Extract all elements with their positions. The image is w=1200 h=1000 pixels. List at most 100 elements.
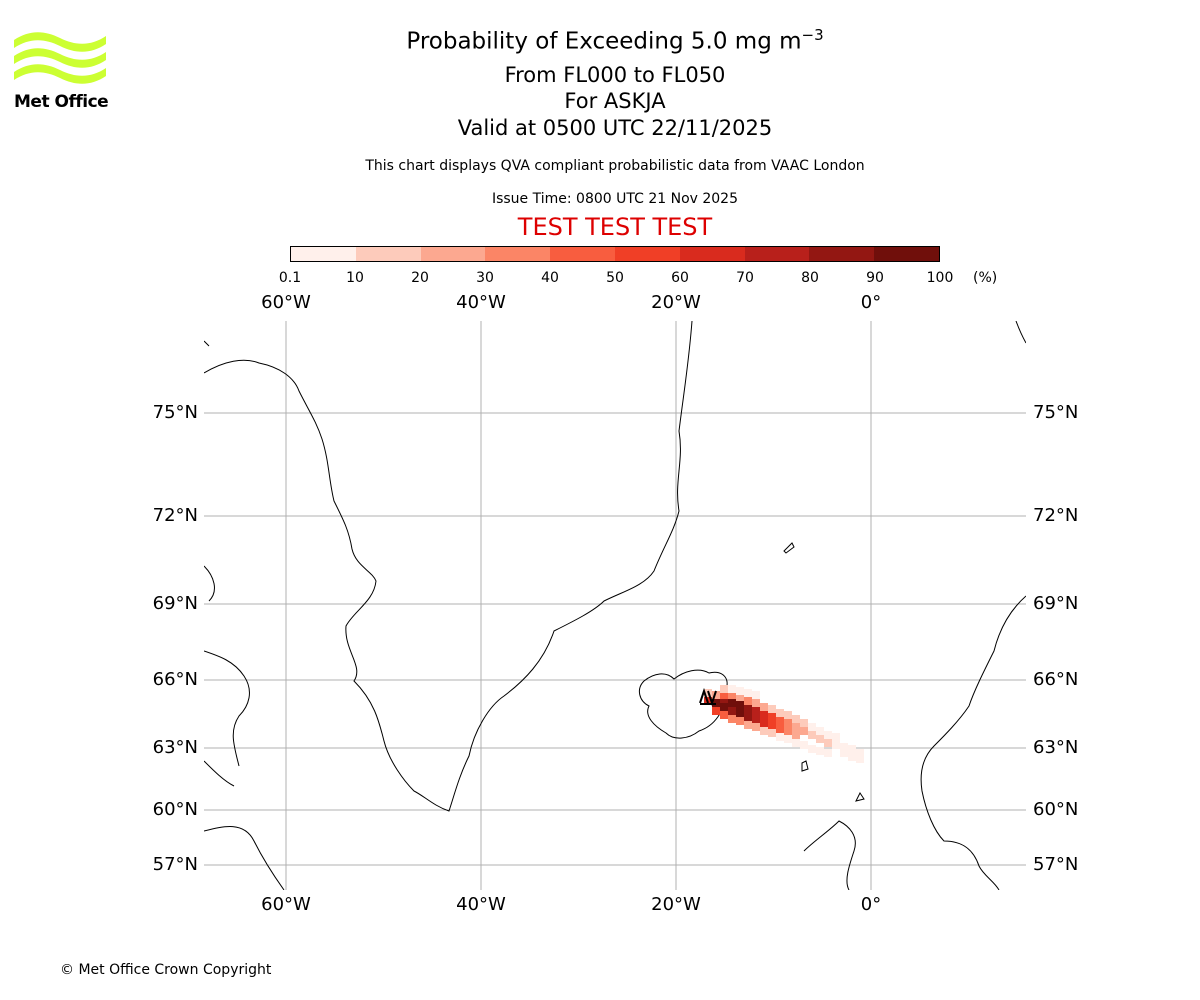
map-canvas xyxy=(204,321,1026,890)
plume-cell xyxy=(736,709,744,717)
plume-cell xyxy=(776,725,784,733)
logo-text: Met Office xyxy=(14,92,109,112)
plume-cell xyxy=(712,691,720,699)
longitude-label: 60°W xyxy=(261,894,311,915)
greenland-coast xyxy=(204,321,693,812)
colorbar-segment xyxy=(550,247,615,261)
longitude-label: 0° xyxy=(860,292,882,313)
plume-cell xyxy=(808,745,816,753)
plume-cell xyxy=(840,743,848,751)
plume-cell xyxy=(768,721,776,729)
latitude-label: 75°N xyxy=(1033,402,1079,423)
plume-cell xyxy=(744,713,752,721)
plume-cell xyxy=(800,727,808,735)
chart-description: This chart displays QVA compliant probab… xyxy=(365,158,865,174)
plume-cell xyxy=(816,747,824,755)
longitude-label: 60°W xyxy=(261,292,311,313)
issue-time: Issue Time: 0800 UTC 21 Nov 2025 xyxy=(491,191,739,207)
longitude-label: 0° xyxy=(860,894,882,915)
norway-coast xyxy=(920,595,1026,890)
colorbar-tick-label: 40 xyxy=(541,270,559,286)
plume-cell xyxy=(736,701,744,709)
plume-cell xyxy=(760,703,768,711)
latitude-label: 72°N xyxy=(1033,505,1079,526)
latitude-label: 66°N xyxy=(152,669,198,690)
plume-cell xyxy=(752,691,760,699)
plume-cell xyxy=(816,727,824,735)
plume-cell xyxy=(728,707,736,715)
plume-cell xyxy=(728,685,736,693)
plume-cell xyxy=(776,717,784,725)
plume-cell xyxy=(752,699,760,707)
plume-cell xyxy=(720,711,728,719)
plume-cell xyxy=(776,733,784,741)
latitude-label: 57°N xyxy=(1033,854,1079,875)
latitude-label: 69°N xyxy=(1033,593,1079,614)
plume-cell xyxy=(784,719,792,727)
plume-cell xyxy=(720,685,728,693)
faroe-coast xyxy=(801,760,809,772)
canada-coast xyxy=(204,340,285,890)
plume-cell xyxy=(760,719,768,727)
latitude-label: 57°N xyxy=(152,854,198,875)
latitude-label: 75°N xyxy=(152,402,198,423)
plume-cell xyxy=(848,753,856,761)
plume-cell xyxy=(736,717,744,725)
longitude-label: 20°W xyxy=(651,894,701,915)
plume-cell xyxy=(712,707,720,715)
plume-cell xyxy=(768,705,776,713)
colorbar-segment xyxy=(291,247,356,261)
plume-cell xyxy=(760,711,768,719)
plume-cell xyxy=(744,697,752,705)
plume-cell xyxy=(752,707,760,715)
plume-cell xyxy=(792,723,800,731)
plume-cell xyxy=(848,745,856,753)
plume-cell xyxy=(752,715,760,723)
colorbar-segment xyxy=(679,247,745,261)
colorbar-tick-label: 30 xyxy=(476,270,494,286)
title-text: Probability of Exceeding 5.0 mg m xyxy=(406,28,802,55)
plume-cell xyxy=(824,739,832,747)
plume-cell xyxy=(832,741,840,749)
longitude-label: 20°W xyxy=(651,292,701,313)
latitude-label: 60°N xyxy=(1033,799,1079,820)
plume-cell xyxy=(728,691,736,699)
coastlines xyxy=(204,321,1026,890)
met-office-waves-icon xyxy=(14,32,106,84)
plume-cell xyxy=(776,709,784,717)
plume-cell xyxy=(824,731,832,739)
plume-cell xyxy=(720,691,728,699)
plume-cell xyxy=(784,711,792,719)
plume-cell xyxy=(728,715,736,723)
plume-cell xyxy=(752,723,760,731)
colorbar-tick-label: 90 xyxy=(866,270,884,286)
plume-cell xyxy=(816,735,824,743)
plume-cell xyxy=(736,687,744,695)
plume-cell xyxy=(744,689,752,697)
colorbar-tick-label: 70 xyxy=(736,270,754,286)
colorbar-segment xyxy=(874,247,939,261)
latitude-label: 63°N xyxy=(1033,737,1079,758)
plume-cell xyxy=(768,729,776,737)
plume-cell xyxy=(792,739,800,747)
colorbar-tick-label: 60 xyxy=(671,270,689,286)
plume-cell xyxy=(808,723,816,731)
latitude-label: 60°N xyxy=(152,799,198,820)
test-banner: TEST TEST TEST xyxy=(517,213,713,241)
ash-probability-plume xyxy=(704,685,864,763)
plume-cell xyxy=(832,733,840,741)
plume-cell xyxy=(768,713,776,721)
latitude-label: 72°N xyxy=(152,505,198,526)
colorbar-tick-label: 10 xyxy=(346,270,364,286)
colorbar-segment xyxy=(355,247,421,261)
latitude-label: 66°N xyxy=(1033,669,1079,690)
plume-cell xyxy=(784,735,792,743)
scotland-coast xyxy=(803,792,865,890)
colorbar-segment xyxy=(420,247,486,261)
colorbar-unit: (%) xyxy=(973,270,998,286)
longitude-label: 40°W xyxy=(456,894,506,915)
plume-cell xyxy=(800,719,808,727)
colorbar-segment xyxy=(809,247,875,261)
iceland-coast xyxy=(638,669,728,739)
plume-cell xyxy=(856,749,864,757)
